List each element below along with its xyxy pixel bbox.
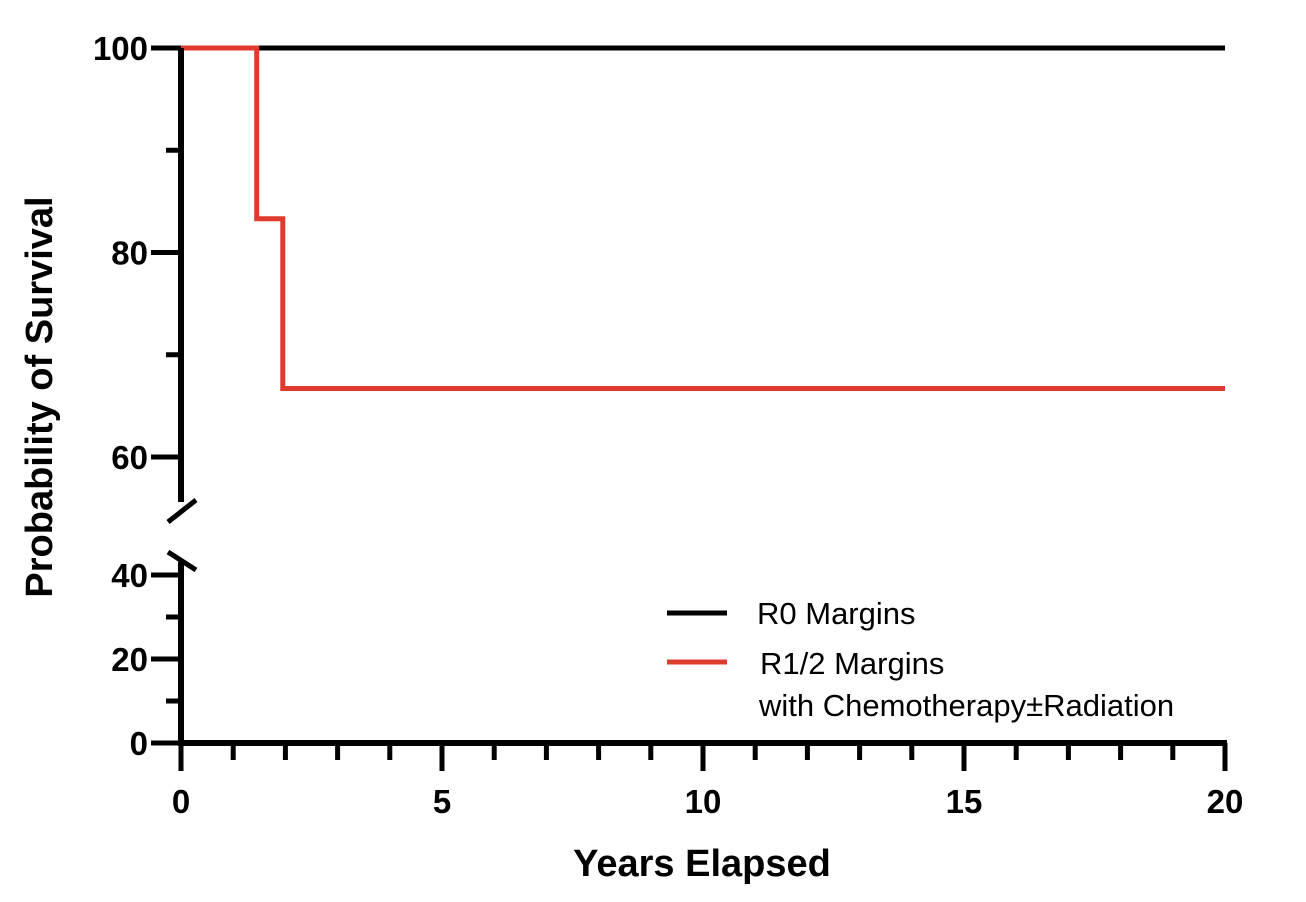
y-tick-label: 40 (111, 557, 148, 594)
legend-label-r0: R0 Margins (757, 596, 916, 631)
x-tick-label: 5 (433, 783, 451, 820)
legend-label-r12-line2: with Chemotherapy±Radiation (758, 688, 1174, 723)
x-tick-label: 15 (946, 783, 983, 820)
x-axis-title: Years Elapsed (573, 843, 831, 885)
axes: 0 5 10 15 20 0 20 40 60 80 100 (93, 30, 1243, 820)
x-tick-label: 20 (1207, 783, 1244, 820)
y-axis-title: Probability of Survival (19, 196, 61, 597)
axis-break-mark-upper (166, 498, 198, 524)
x-tick-label: 0 (172, 783, 190, 820)
y-tick-label: 80 (111, 235, 148, 272)
legend: R0 Margins R1/2 Margins with Chemotherap… (667, 596, 1174, 723)
y-tick-label: 60 (111, 439, 148, 476)
x-tick-label: 10 (685, 783, 722, 820)
y-tick-label: 20 (111, 641, 148, 678)
y-tick-label: 100 (93, 30, 148, 67)
legend-label-r12: R1/2 Margins (760, 646, 944, 681)
plot-lines (181, 45, 1225, 391)
y-tick-label: 0 (130, 725, 148, 762)
series-line-1 (181, 45, 1225, 391)
axis-break-mark-lower (166, 549, 198, 573)
